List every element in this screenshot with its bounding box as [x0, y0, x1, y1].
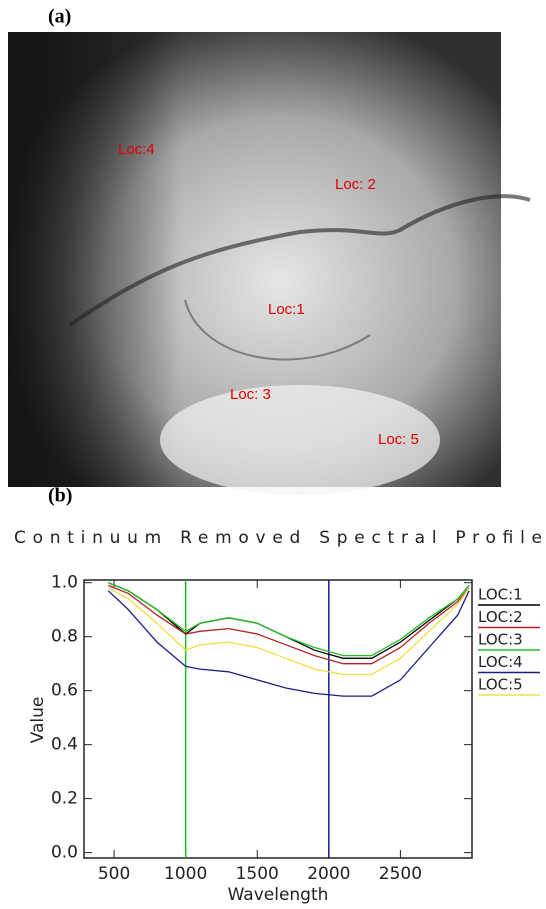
plot-frame: [83, 579, 473, 859]
x-axis-label: Wavelength: [228, 885, 329, 904]
panel-label: (b): [48, 485, 72, 507]
x-tick-label: 1500: [236, 864, 279, 884]
chart-title: Continuum Removed Spectral Profile: [14, 528, 542, 548]
y-tick-label: 1.0: [51, 573, 78, 593]
ridge: [68, 194, 531, 327]
x-tick-label: 1000: [164, 864, 207, 884]
image: [8, 32, 531, 495]
y-tick-label: 0.2: [51, 789, 78, 809]
x-tick-label: 500: [98, 864, 130, 884]
y-tick-label: 0.0: [51, 843, 78, 863]
x-tick-label: 2000: [307, 864, 350, 884]
legend-label: LOC:3: [478, 631, 523, 649]
location-label: Loc: 2: [335, 176, 376, 193]
x-tick-label: 2500: [379, 864, 422, 884]
location-label: Loc:4: [118, 141, 155, 158]
series-line: [108, 584, 470, 665]
location-label: Loc: 5: [378, 431, 419, 448]
panel-label: (a): [48, 6, 71, 28]
y-tick-label: 0.6: [51, 681, 78, 701]
y-axis-label: Value: [28, 697, 48, 744]
location-label: Loc:1: [268, 301, 305, 318]
y-tick-label: 0.8: [51, 627, 78, 647]
legend-label: LOC:1: [478, 586, 523, 604]
legend-label: LOC:2: [478, 608, 523, 626]
series-line: [108, 582, 470, 657]
series-line: [107, 587, 470, 676]
ridge: [184, 299, 371, 361]
legend-label: LOC:4: [478, 653, 523, 671]
bright-region: [160, 385, 440, 495]
y-tick-label: 0.4: [51, 735, 78, 755]
legend-label: LOC:5: [478, 676, 523, 694]
location-label: Loc: 3: [230, 386, 271, 403]
series-line: [107, 590, 470, 697]
